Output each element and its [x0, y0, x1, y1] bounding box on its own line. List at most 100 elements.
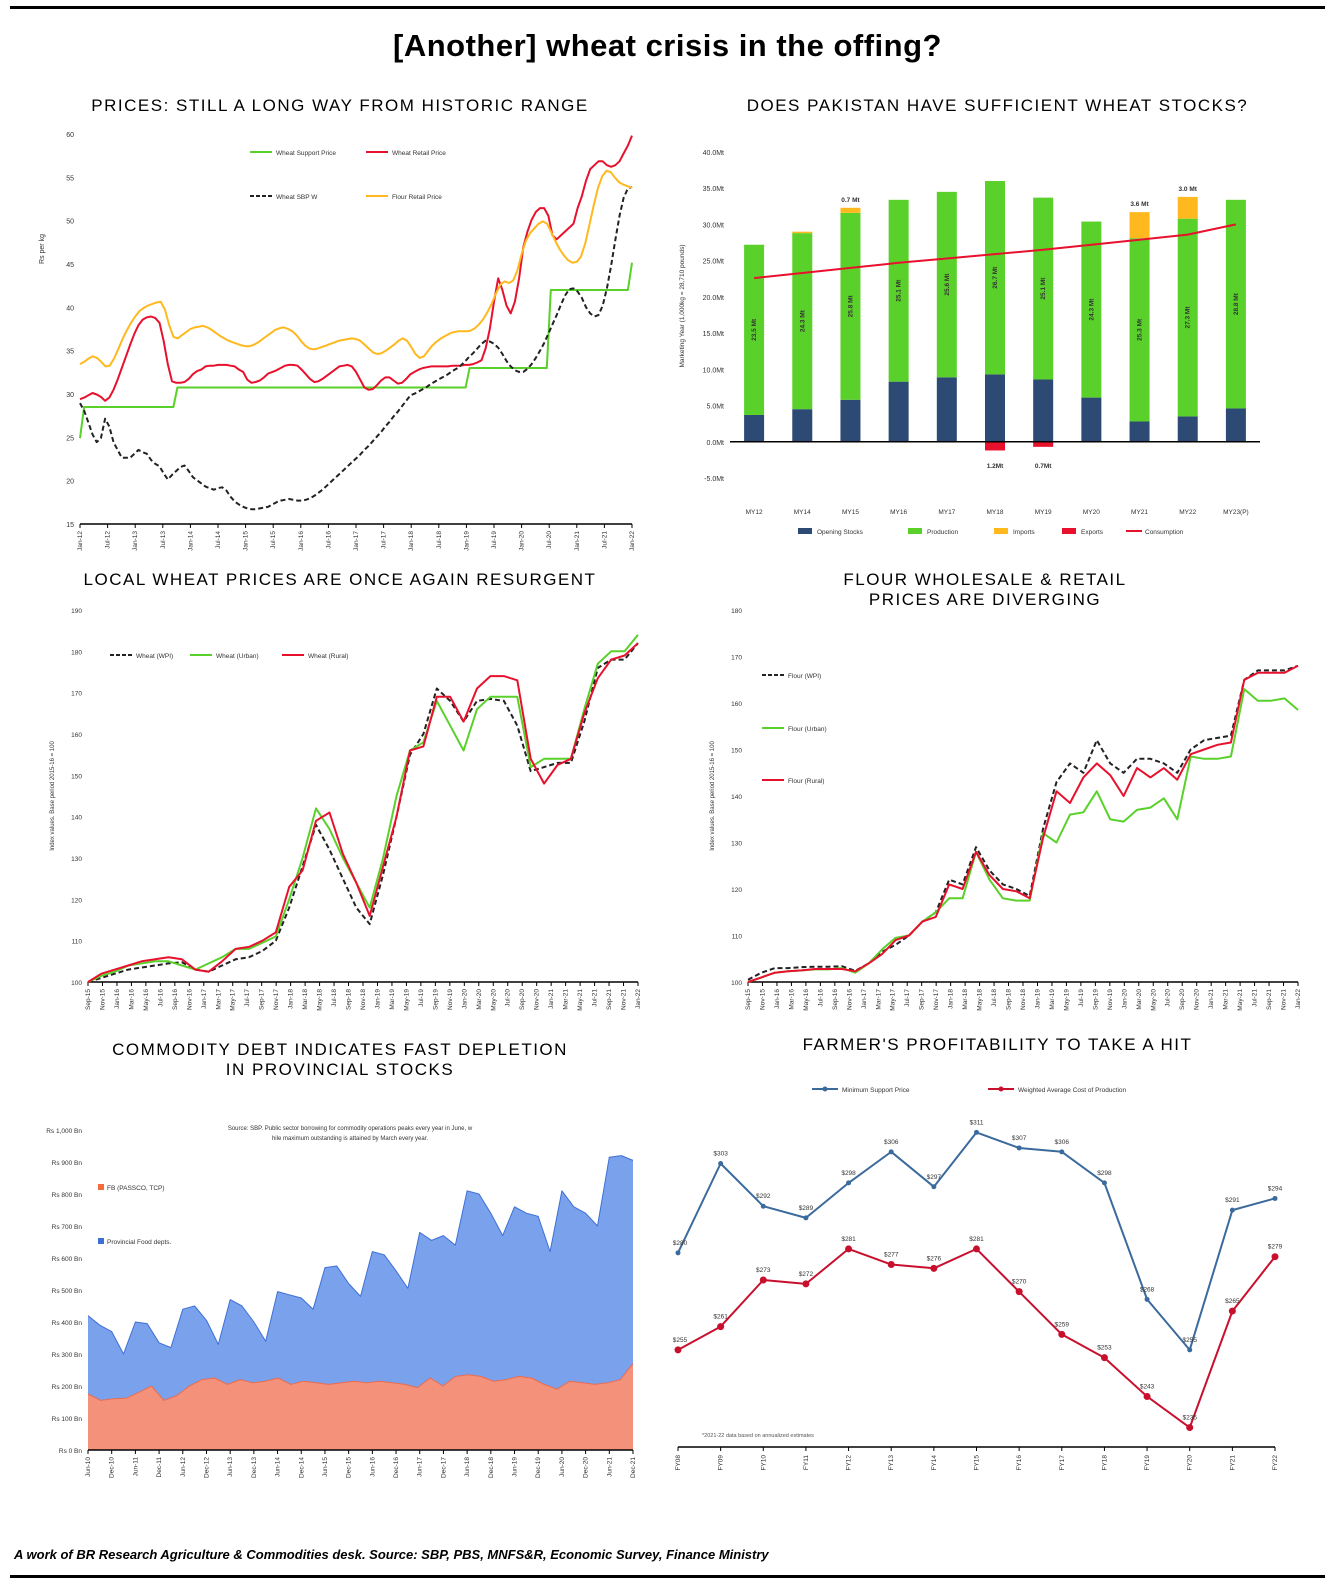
data-label: $306	[1055, 1139, 1070, 1146]
bar-imports	[1129, 212, 1150, 239]
x-tick-label: Jun-21	[606, 1457, 613, 1477]
legend-label: Flour (WPI)	[788, 673, 821, 680]
data-label: $307	[1012, 1135, 1027, 1142]
chart-title: DOES PAKISTAN HAVE SUFFICIENT WHEAT STOC…	[746, 96, 1249, 115]
data-point	[846, 1180, 852, 1186]
x-tick-label: Jun-18	[464, 1457, 471, 1477]
bar-imports	[1177, 196, 1198, 219]
legend-label: Flour (Urban)	[788, 726, 827, 733]
x-tick-label: May-18	[317, 989, 324, 1011]
y-tick-label: 25.0Mt	[703, 259, 724, 266]
x-tick-label: MY19	[1035, 509, 1052, 516]
data-label: $281	[841, 1236, 856, 1243]
data-label: $292	[756, 1193, 771, 1200]
y-tick-label: 30	[66, 392, 74, 399]
x-tick-label: Jul-20	[505, 989, 512, 1007]
x-tick-label: Jul-21	[601, 531, 608, 549]
legend-swatch	[994, 528, 1008, 534]
area-provincial-food-depts-edge	[87, 1155, 634, 1355]
x-tick-label: May-21	[1237, 989, 1244, 1011]
x-tick-label: Nov-17	[273, 989, 280, 1010]
y-tick-label: -5.0Mt	[704, 476, 724, 483]
x-tick-label: May-16	[803, 989, 810, 1011]
x-tick-label: Jul-17	[381, 531, 388, 549]
data-point	[1016, 1145, 1022, 1151]
x-tick-label: Jun-10	[85, 1457, 92, 1477]
series-line-flour-retail-price	[79, 169, 633, 368]
x-tick-label: Dec-18	[488, 1457, 495, 1478]
x-tick-label: FY08	[675, 1455, 682, 1471]
data-label: $298	[841, 1170, 856, 1177]
x-tick-label: Mar-21	[563, 989, 570, 1010]
x-tick-label: Sep-16	[172, 989, 179, 1010]
x-tick-label: Mar-16	[128, 989, 135, 1010]
x-tick-label: Nov-15	[759, 989, 766, 1010]
x-tick-label: Dec-14	[298, 1457, 305, 1478]
source-note: hile maximum outstanding is attained by …	[272, 1136, 428, 1142]
x-tick-label: Jul-18	[331, 989, 338, 1007]
x-tick-label: Nov-19	[447, 989, 454, 1010]
x-tick-label: Jan-18	[288, 989, 295, 1009]
bar-opening-stocks	[1033, 379, 1054, 442]
legend-label: Exports	[1081, 529, 1104, 536]
y-tick-label: 5.0Mt	[706, 404, 724, 411]
data-point	[674, 1346, 682, 1354]
x-tick-label: FY18	[1101, 1455, 1108, 1471]
x-tick-label: Sep-20	[519, 989, 526, 1010]
x-tick-label: Jan-20	[461, 989, 468, 1009]
import-label: 3.0 Mt	[1179, 186, 1198, 193]
y-tick-label: Rs 300 Bn	[52, 1352, 83, 1359]
legend-label: Flour (Rural)	[788, 778, 824, 785]
bar-production	[1225, 199, 1246, 409]
legend-label: Wheat Support Price	[276, 150, 336, 157]
data-point	[1143, 1393, 1151, 1401]
y-tick-label: 110	[72, 939, 83, 946]
y-tick-label: 140	[731, 794, 742, 801]
x-tick-label: Jul-19	[418, 989, 425, 1007]
x-tick-label: MY22	[1179, 509, 1196, 516]
x-tick-label: FY17	[1059, 1455, 1066, 1471]
x-tick-label: Dec-15	[346, 1457, 353, 1478]
bar-production	[936, 191, 957, 378]
x-tick-label: Nov-18	[1020, 989, 1027, 1010]
x-tick-label: Nov-20	[1194, 989, 1201, 1010]
bar-label: 28.8 Mt	[1233, 292, 1240, 315]
bar-opening-stocks	[792, 409, 813, 442]
data-point	[930, 1264, 938, 1272]
x-tick-label: Dec-17	[440, 1457, 447, 1478]
bar-label: 25.1 Mt	[896, 279, 903, 302]
y-tick-label: 35	[66, 349, 74, 356]
y-axis-label: Marketing Year (1,000kg = 28,710 pounds)	[679, 244, 686, 367]
data-label: $253	[1097, 1345, 1112, 1352]
legend-label: Consumption	[1145, 529, 1184, 536]
x-tick-label: FY12	[846, 1455, 853, 1471]
x-tick-label: Nov-20	[534, 989, 541, 1010]
bar-opening-stocks	[888, 381, 909, 442]
y-tick-label: 30.0Mt	[703, 222, 724, 229]
y-tick-label: 130	[71, 856, 82, 863]
x-tick-label: Jun-19	[512, 1457, 519, 1477]
x-tick-label: Jun-17	[417, 1457, 424, 1477]
y-tick-label: 50	[66, 219, 74, 226]
data-point	[1015, 1288, 1023, 1296]
bar-opening-stocks	[1081, 397, 1102, 442]
legend-swatch	[1062, 528, 1076, 534]
import-label: 3.6 Mt	[1130, 201, 1149, 208]
y-tick-label: Rs 200 Bn	[52, 1384, 83, 1391]
import-label: 0.7 Mt	[841, 197, 860, 204]
data-point	[1271, 1253, 1279, 1261]
legend-marker	[822, 1086, 828, 1092]
x-tick-label: Jan-22	[629, 531, 636, 551]
series-line-wheat-support-price	[79, 262, 633, 439]
y-tick-label: Rs 800 Bn	[52, 1192, 83, 1199]
x-tick-label: Nov-21	[621, 989, 628, 1010]
data-point	[888, 1149, 894, 1155]
x-tick-label: Sep-15	[85, 989, 92, 1010]
data-point	[1059, 1149, 1065, 1155]
x-tick-label: Jul-16	[325, 531, 332, 549]
bottom-rule	[10, 1575, 1325, 1578]
x-tick-label: Jul-21	[1252, 989, 1259, 1007]
y-tick-label: Rs 400 Bn	[52, 1320, 83, 1327]
x-tick-label: Jan-20	[519, 531, 526, 551]
x-tick-label: Sep-19	[432, 989, 439, 1010]
